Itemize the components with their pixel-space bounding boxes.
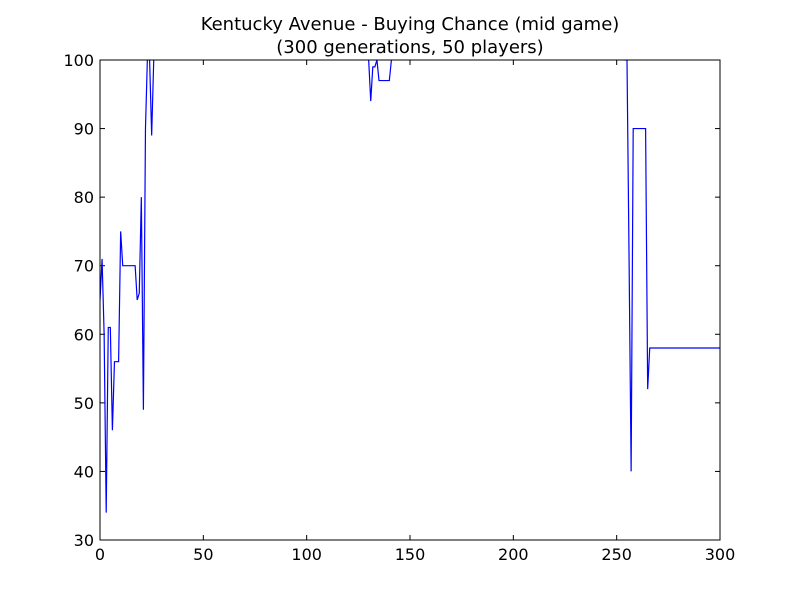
y-tick-label: 90 (74, 120, 94, 139)
x-tick-label: 100 (291, 545, 322, 564)
axis-ticks (99, 59, 721, 541)
x-tick-label: 300 (705, 545, 736, 564)
y-tick-label: 40 (74, 462, 94, 481)
plot-frame (99, 59, 721, 541)
plot-area (100, 60, 720, 513)
chart-title-line1: Kentucky Avenue - Buying Chance (mid gam… (201, 14, 620, 35)
y-tick-label: 30 (74, 531, 94, 550)
y-tick-label: 50 (74, 394, 94, 413)
x-tick-label: 200 (498, 545, 529, 564)
y-tick-label: 80 (74, 188, 94, 207)
y-tick-label: 60 (74, 325, 94, 344)
chart-title-line2: (300 generations, 50 players) (276, 37, 543, 58)
x-tick-label: 250 (601, 545, 632, 564)
x-tick-label: 150 (395, 545, 426, 564)
x-tick-label: 50 (193, 545, 213, 564)
series-line (100, 60, 720, 513)
y-tick-label: 100 (63, 51, 94, 70)
axis-tick-labels: 0 50 100 150 200 250 300 30 40 50 60 70 80 90 100 (63, 51, 735, 564)
x-tick-label: 0 (95, 545, 105, 564)
y-tick-label: 70 (74, 257, 94, 276)
